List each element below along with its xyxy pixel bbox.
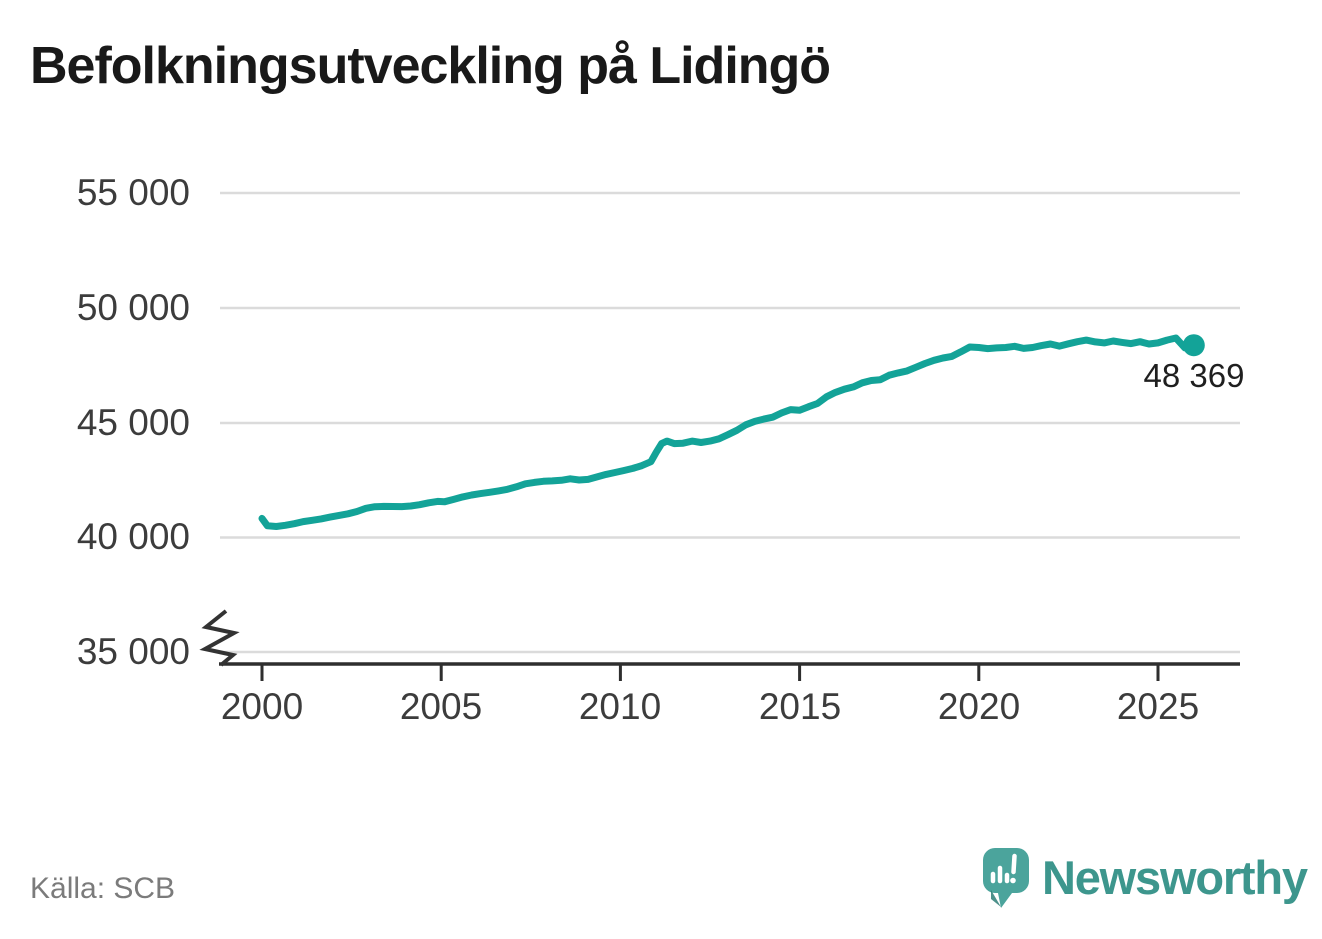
x-tick-label-2025: 2025: [1116, 686, 1200, 727]
end-point-dot: [1182, 334, 1205, 357]
chart-title: Befolkningsutveckling på Lidingö: [30, 37, 831, 95]
source-label: Källa: SCB: [30, 872, 176, 905]
logo-exclamation-bar: [1011, 853, 1017, 875]
population-line: [258, 334, 1198, 530]
y-tick-label-50000: 50 000: [76, 287, 190, 328]
x-tick-label-2005: 2005: [399, 686, 483, 727]
y-tick-label-45000: 45 000: [76, 402, 190, 443]
y-tick-label-35000: 35 000: [76, 631, 190, 672]
axis-break-icon: [199, 609, 240, 667]
newsworthy-wordmark: Newsworthy: [1042, 851, 1308, 904]
y-tick-label-40000: 40 000: [76, 516, 190, 557]
logo-exclamation-dot: [1010, 877, 1016, 884]
x-tick-label-2020: 2020: [937, 686, 1021, 727]
y-tick-label-55000: 55 000: [76, 172, 190, 213]
x-tick-label-2000: 2000: [220, 686, 304, 727]
x-tick-label-2010: 2010: [578, 686, 662, 727]
x-tick-label-2015: 2015: [758, 686, 842, 727]
logo-bubble-tail-shade: [991, 890, 1001, 907]
newsworthy-logo-icon: [983, 848, 1029, 908]
end-value-label: 48 369: [1143, 357, 1245, 394]
